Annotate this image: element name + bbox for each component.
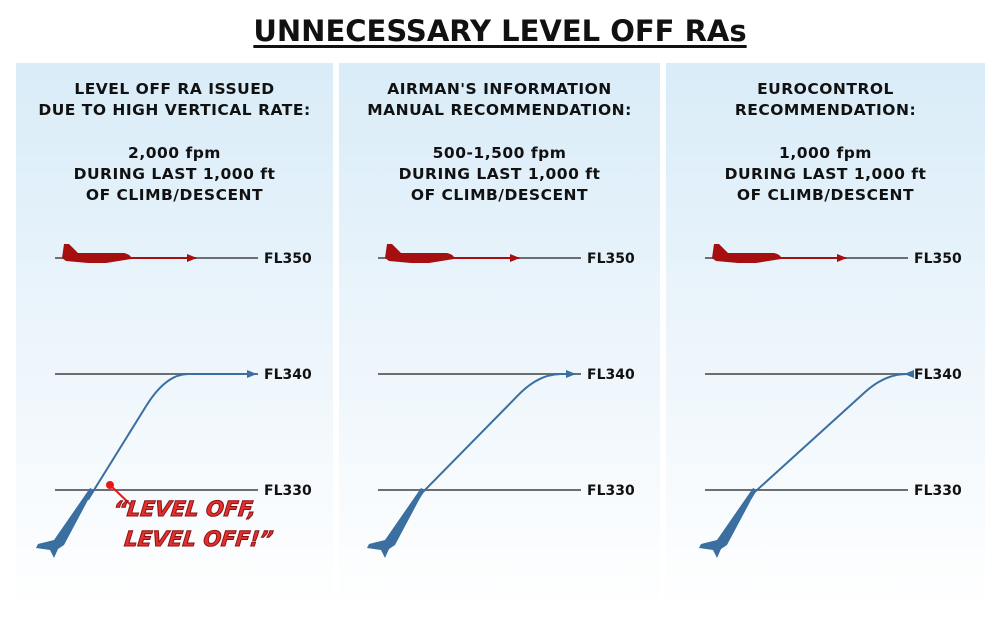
diagram-title: UNNECESSARY LEVEL OFF RAs [0, 14, 1000, 48]
ra-issued-point [106, 481, 114, 489]
climb-path-arrow [418, 370, 576, 497]
flight-level-label: FL350 [587, 251, 635, 267]
flight-level-label: FL340 [914, 367, 962, 383]
panel-rate: 1,000 fpm DURING LAST 1,000 ft OF CLIMB/DE… [724, 144, 927, 204]
panel-rate: 500-1,500 fpm DURING LAST 1,000 ft OF CLIM… [398, 144, 601, 204]
intruder-aircraft-icon [62, 244, 132, 263]
panel-eurocontrol-recommendation: EUROCONTROL RECOMMENDATION: 1,000 fpm DURI… [666, 63, 985, 610]
climbing-aircraft-icon [367, 488, 425, 558]
climbing-aircraft-icon [36, 488, 94, 558]
panel-rate: 2,000 fpm DURING LAST 1,000 ft OF CLIMB/DE… [73, 144, 276, 204]
flight-level-label: FL350 [264, 251, 312, 267]
panel-heading: AIRMAN'S INFORMATION MANUAL RECOMMENDATIO… [367, 80, 632, 119]
title-text: UNNECESSARY LEVEL OFF RAs [253, 14, 747, 48]
flight-level-label: FL340 [587, 367, 635, 383]
intruder-aircraft-icon [712, 244, 782, 263]
panel-heading: EUROCONTROL RECOMMENDATION: [734, 80, 917, 119]
climb-path-arrow [87, 370, 257, 501]
climb-path-arrow [750, 370, 914, 497]
flight-level-label: FL330 [914, 483, 962, 499]
flight-level-label: FL330 [264, 483, 312, 499]
flight-level-label: FL350 [914, 251, 962, 267]
panel-aim-recommendation: AIRMAN'S INFORMATION MANUAL RECOMMENDATIO… [339, 63, 660, 610]
level-off-callout: “LEVEL OFF, LEVEL OFF!” [112, 497, 275, 552]
callout-pointer [109, 484, 133, 507]
climbing-aircraft-icon [699, 488, 757, 558]
flight-level-label: FL330 [587, 483, 635, 499]
panel-heading: LEVEL OFF RA ISSUED DUE TO HIGH VERTICAL … [38, 80, 311, 119]
flight-level-label: FL340 [264, 367, 312, 383]
intruder-aircraft-icon [385, 244, 455, 263]
